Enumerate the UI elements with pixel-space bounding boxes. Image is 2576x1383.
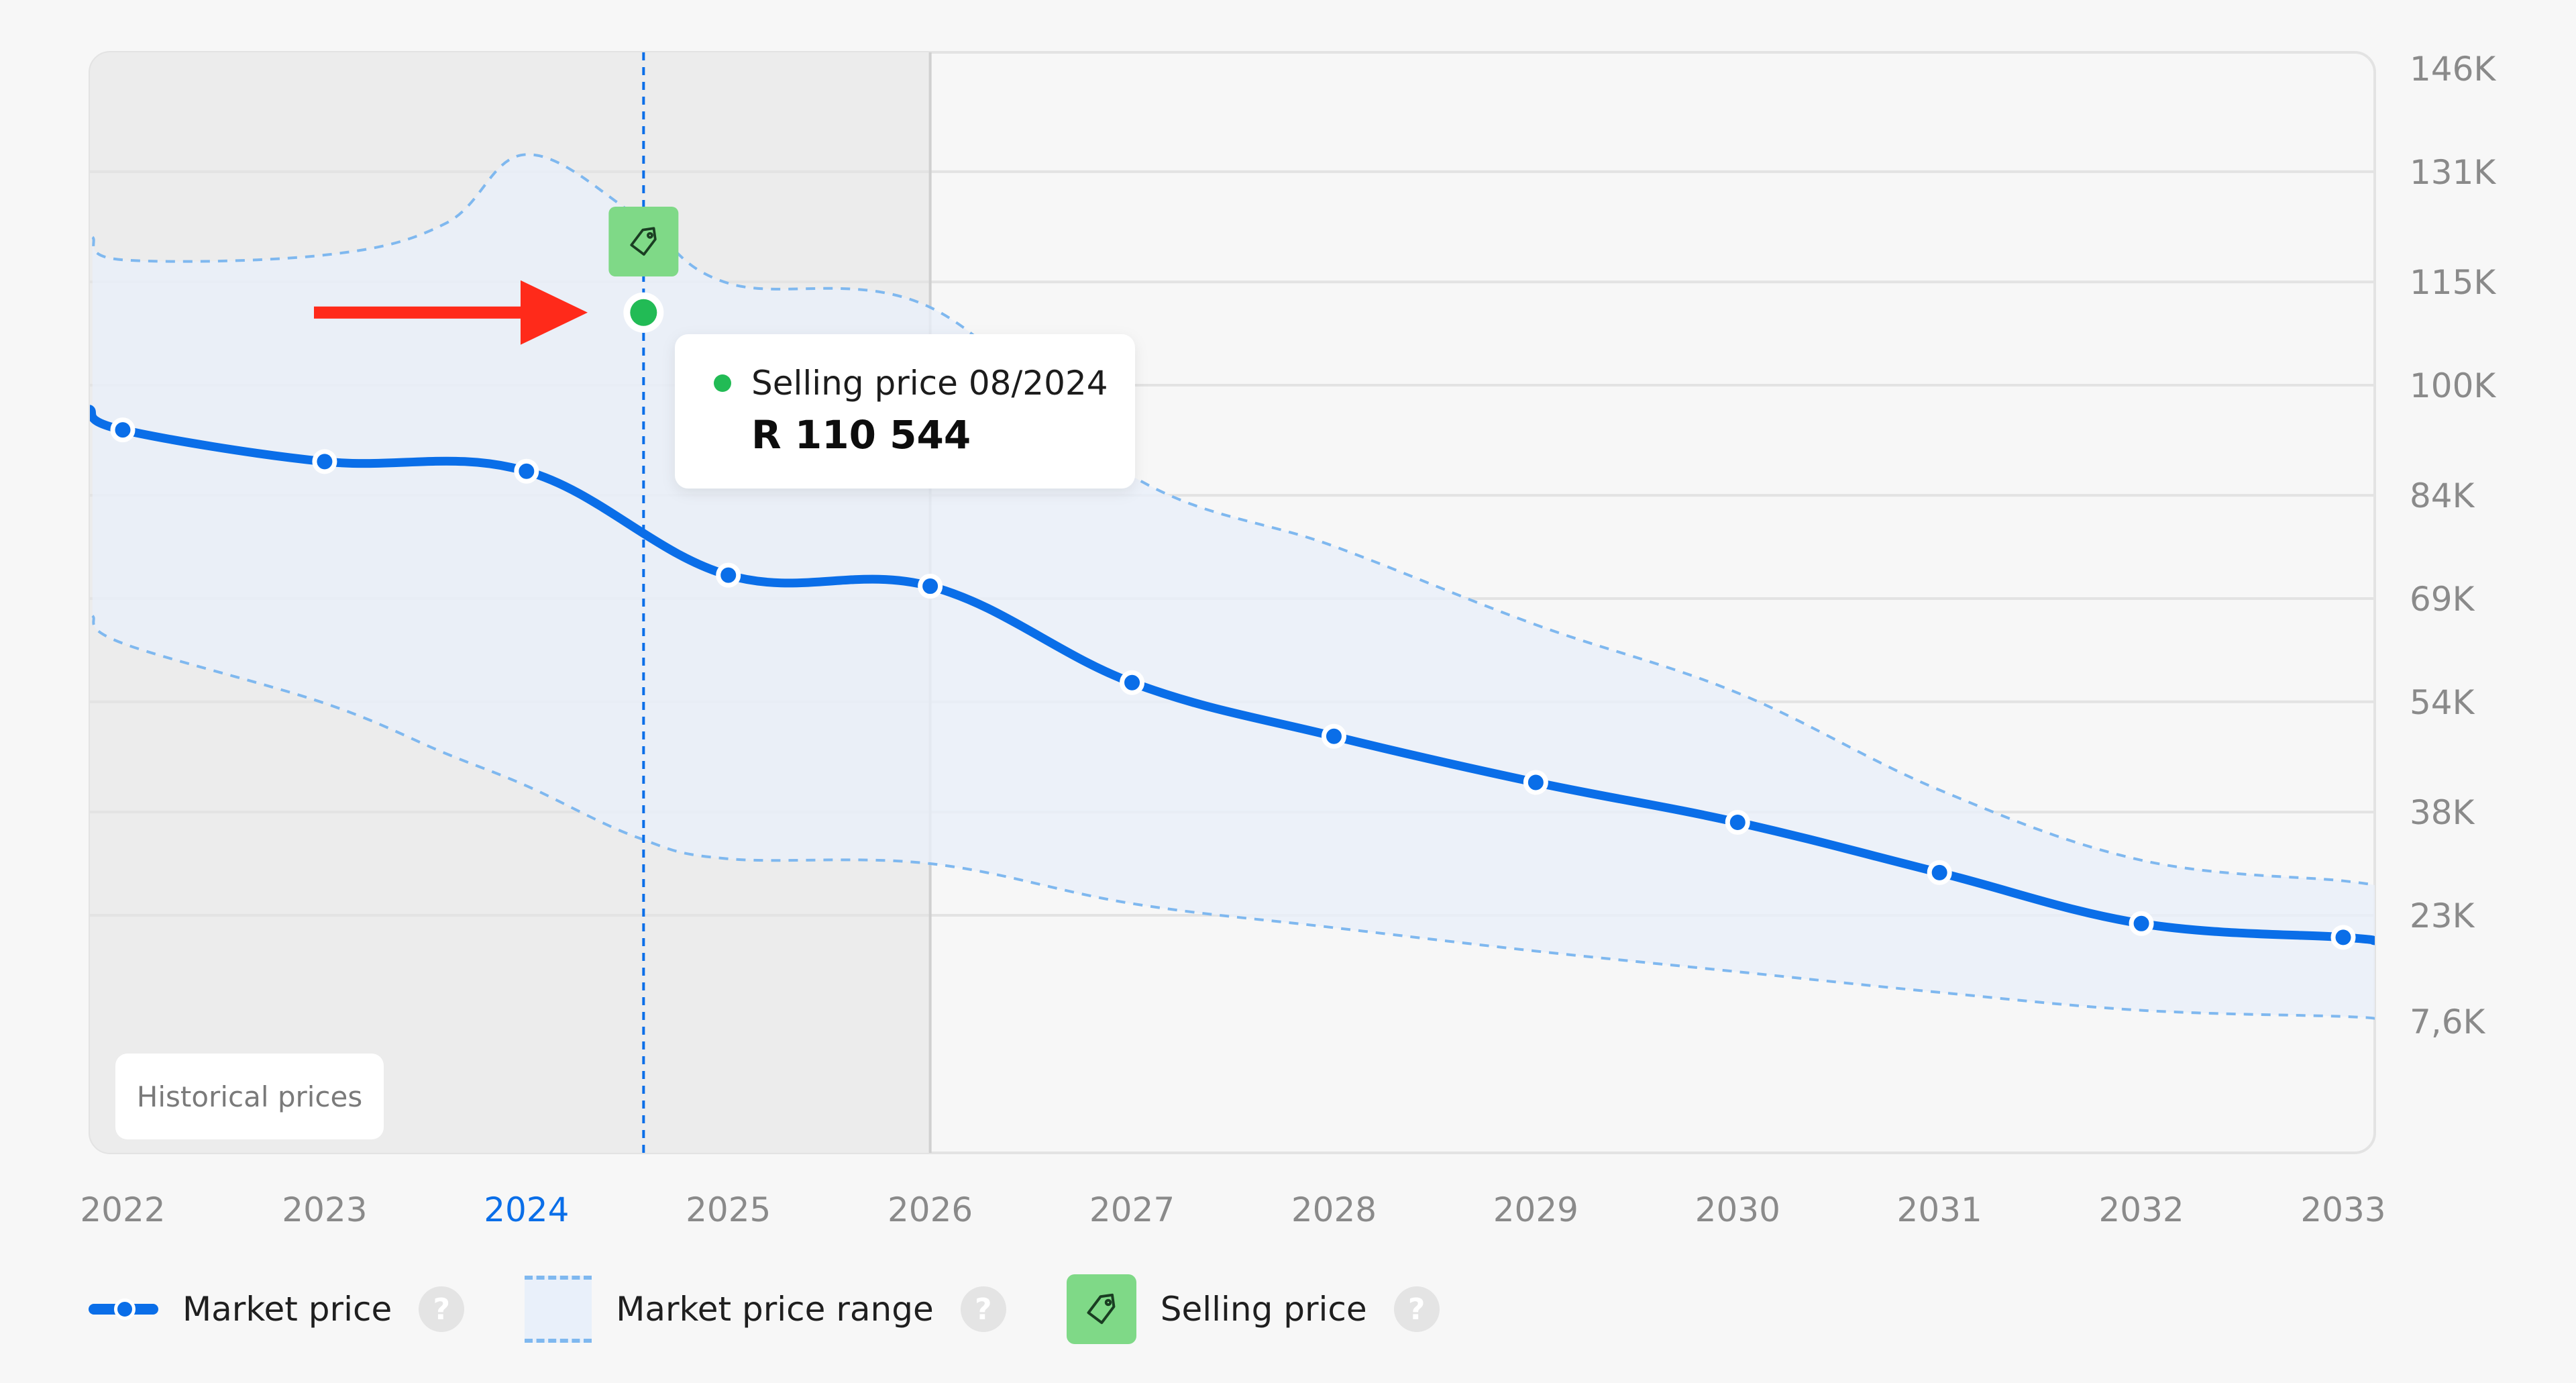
market-price-point (514, 458, 539, 484)
market-price-point (2330, 925, 2356, 950)
market-price-point (716, 562, 741, 588)
x-tick-label: 2025 (686, 1190, 771, 1229)
historical-prices-badge: Historical prices (115, 1054, 384, 1139)
y-tick-label: 54K (2410, 683, 2475, 722)
x-tick-label: 2022 (80, 1190, 165, 1229)
market-price-point (918, 574, 943, 599)
market-price-point (1120, 670, 1145, 695)
x-tick-label: 2023 (282, 1190, 367, 1229)
historical-prices-label: Historical prices (137, 1080, 363, 1113)
question-icon[interactable]: ? (1393, 1286, 1440, 1332)
question-icon[interactable]: ? (419, 1286, 465, 1332)
arrow-head (521, 280, 588, 345)
tag-icon-hole (647, 232, 653, 239)
tooltip-label: Selling price 08/2024 (751, 364, 1108, 403)
tooltip-bg (675, 334, 1135, 489)
market-price-point (110, 417, 136, 443)
y-tick-label: 38K (2410, 793, 2475, 832)
legend-item-market-price[interactable]: Market price ? (89, 1286, 465, 1332)
arrow-shaft (314, 306, 529, 319)
x-tick-label: 2024 (484, 1190, 569, 1229)
x-tick-label: 2028 (1291, 1190, 1377, 1229)
arrow-right-icon (314, 280, 588, 345)
x-tick-label: 2033 (2300, 1190, 2385, 1229)
market-price-point (312, 449, 337, 474)
legend-item-selling-price[interactable]: Selling price ? (1066, 1274, 1440, 1344)
x-tick-label: 2026 (888, 1190, 973, 1229)
market-price-point (1523, 770, 1548, 795)
tooltip-value: R 110 544 (751, 412, 971, 458)
y-tick-label: 7,6K (2410, 1003, 2486, 1041)
market-price-line (90, 405, 2375, 945)
market-price-point (1321, 723, 1346, 749)
tag-icon (1066, 1274, 1136, 1344)
legend-label-market-price-range: Market price range (616, 1290, 934, 1329)
range-lower-line (91, 615, 2375, 1021)
tag-icon (608, 207, 679, 276)
y-tick-label: 146K (2410, 50, 2496, 89)
y-tick-label: 115K (2410, 263, 2496, 302)
tag-icon-bg (608, 207, 679, 276)
selling-price-point (630, 299, 657, 326)
y-tick-label: 131K (2410, 153, 2496, 192)
legend-label-market-price: Market price (182, 1290, 392, 1329)
market-price-range-swatch (525, 1276, 592, 1343)
legend: Market price ? Market price range ? Sell… (89, 1272, 1500, 1347)
market-price-range-band (92, 154, 2375, 1019)
tooltip-dot (714, 374, 731, 392)
market-price-swatch-dot (114, 1298, 136, 1320)
historical-prices-badge-bg (115, 1054, 384, 1139)
tag-icon-glyph (630, 227, 657, 256)
x-tick-label: 2030 (1695, 1190, 1780, 1229)
y-tick-label: 69K (2410, 580, 2475, 619)
market-price-point (2129, 911, 2154, 936)
x-tick-label: 2027 (1089, 1190, 1175, 1229)
question-icon[interactable]: ? (960, 1286, 1006, 1332)
y-tick-label: 84K (2410, 476, 2475, 515)
selling-price-tooltip: Selling price 08/2024 R 110 544 (675, 334, 1135, 489)
tag-icon-shape (630, 227, 657, 256)
market-price-swatch (89, 1296, 158, 1323)
y-tick-label: 100K (2410, 366, 2496, 405)
x-tick-label: 2029 (1493, 1190, 1578, 1229)
market-price-point (1927, 860, 1952, 885)
x-tick-label: 2031 (1897, 1190, 1982, 1229)
range-upper-line (91, 153, 2375, 888)
market-price-point (1725, 809, 1750, 835)
y-tick-label: 23K (2410, 897, 2475, 935)
legend-item-market-price-range[interactable]: Market price range ? (525, 1276, 1006, 1343)
legend-label-selling-price: Selling price (1160, 1290, 1367, 1329)
x-tick-label: 2032 (2098, 1190, 2184, 1229)
